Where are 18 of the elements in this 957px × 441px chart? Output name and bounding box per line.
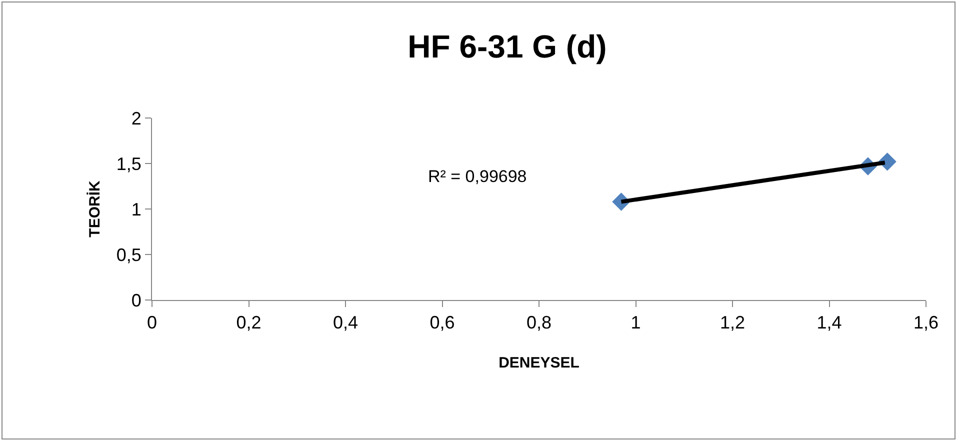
x-tick-label: 0,8 [526,312,552,333]
chart-title: HF 6-31 G (d) [408,28,607,65]
annotation: R² = 0,99698 [428,167,527,186]
y-tick-label: 1,5 [116,154,142,174]
x-tick-label: 1,6 [913,312,939,333]
x-tick-label: 1 [630,312,641,333]
x-tick-label: 1,4 [816,312,842,333]
x-tick-label: 0,4 [332,312,358,333]
x-axis-title: DENEYSEL [498,354,580,372]
y-tick-label: 2 [131,108,142,128]
x-tick-label: 0,2 [236,312,262,333]
x-tick-label: 0,6 [430,312,455,333]
x-tick-label: 0 [146,312,158,333]
y-tick-label: 0,5 [116,244,142,265]
x-tick-label: 1,2 [720,312,746,333]
y-tick-label: 0 [131,290,142,310]
y-axis-title: TEORİK [86,180,104,238]
y-tick-label: 1 [131,199,142,220]
